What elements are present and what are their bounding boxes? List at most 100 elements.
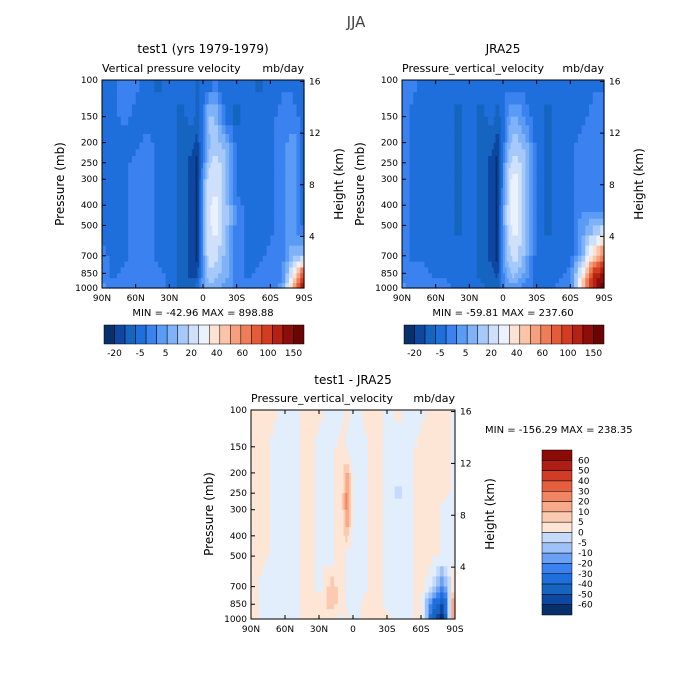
panel-obs-cell — [501, 267, 504, 274]
panel-model-cell — [259, 218, 264, 226]
panel-obs-cell — [446, 235, 452, 247]
panel-model-cell — [158, 173, 163, 180]
panel-model-cell — [225, 168, 230, 175]
panel-diff-cell — [281, 472, 286, 481]
panel-model-cell — [212, 168, 215, 175]
panel-diff-cell — [343, 472, 347, 481]
panel-obs-cell — [495, 162, 498, 169]
panel-obs-cell — [435, 218, 441, 226]
panel-diff-cell — [322, 509, 328, 520]
panel-diff-cell — [432, 422, 437, 436]
panel-obs-cell — [465, 255, 470, 263]
panel-obs-cell — [512, 225, 515, 237]
panel-obs-cell — [405, 104, 411, 118]
panel-obs-cell — [413, 196, 418, 206]
panel-obs-cell — [413, 173, 418, 180]
panel-diff-cell — [262, 609, 267, 615]
panel-obs-cell — [525, 104, 530, 118]
panel-model-cell — [120, 187, 126, 198]
panel-diff-cell — [402, 576, 407, 588]
panel-obs-cell — [521, 142, 527, 150]
panel-model-cell — [120, 225, 126, 237]
panel-obs-cell — [559, 173, 564, 180]
panel-diff-cell — [296, 604, 301, 610]
panel-model-cell — [109, 196, 114, 206]
panel-diff-cell — [269, 493, 275, 500]
panel-obs-cell — [435, 196, 441, 206]
panel-obs-cell — [458, 142, 463, 150]
panel-obs-cell — [566, 133, 571, 144]
panel-obs-cell — [493, 162, 497, 169]
panel-model-cell — [191, 211, 195, 220]
panel-model-cell — [270, 125, 275, 135]
panel-obs-cell — [512, 235, 515, 247]
panel-obs-cell — [508, 283, 512, 289]
panel-diff-cell — [383, 535, 388, 544]
panel-obs-cell — [592, 116, 598, 126]
panel-model-cell — [165, 142, 170, 150]
panel-obs-cell — [499, 187, 502, 198]
panel-diff-cell — [300, 527, 305, 537]
panel-diff-cell — [258, 604, 263, 610]
panel-model-cell — [143, 218, 148, 226]
panel-model-cell — [165, 156, 170, 164]
panel-model-cell — [214, 211, 219, 220]
panel-diff-cell — [360, 446, 364, 457]
panel-diff-cell — [296, 527, 301, 537]
panel-diff-cell — [353, 410, 356, 423]
panel-diff-cell — [371, 518, 377, 528]
panel-obs-cell — [450, 92, 455, 106]
panel-obs-cell — [480, 211, 485, 220]
panel-diff-cell — [383, 410, 388, 423]
panel-obs-cell — [504, 162, 508, 169]
panel-obs-cell — [495, 92, 498, 106]
panel-diff-cell — [354, 479, 358, 488]
panel-model-cell — [266, 205, 271, 213]
panel-obs-cell — [559, 225, 564, 237]
panel-obs-cell — [581, 235, 586, 247]
panel-model: test1 (yrs 1979-1979) Vertical pressure … — [53, 42, 346, 359]
panel-obs-cell — [514, 156, 519, 164]
panel-obs-cell — [555, 125, 560, 135]
panel-obs-cell — [521, 187, 527, 198]
panel-diff-cell — [413, 586, 418, 594]
panel-obs-cell — [592, 142, 598, 150]
panel-model-cell — [139, 187, 144, 198]
panel-obs-cell — [499, 125, 502, 135]
panel-model-cell — [197, 273, 200, 279]
panel-diff-cell — [251, 422, 256, 436]
panel-model-cell — [232, 205, 238, 213]
panel-diff-cell — [254, 566, 260, 578]
panel-obs-cell — [469, 179, 474, 189]
panel-diff-cell — [375, 422, 381, 436]
panel-obs-cell — [435, 283, 441, 289]
panel-model-cell — [221, 80, 227, 93]
panel-obs-cell — [499, 283, 502, 289]
panel-diff-cell — [387, 464, 392, 474]
panel-model-cell — [173, 225, 178, 237]
panel-obs-cell — [469, 273, 474, 279]
panel-diff-cell — [337, 614, 343, 620]
panel-diff-cell — [330, 518, 335, 528]
panel-obs-cell — [402, 133, 407, 144]
panel-diff-cell — [341, 614, 345, 620]
panel-model-cell — [188, 80, 193, 93]
panel-model-cell — [195, 142, 198, 150]
panel-obs-cell — [435, 156, 441, 164]
panel-obs-cell — [469, 267, 474, 274]
panel-obs-cell — [512, 162, 515, 169]
panel-model-cell — [296, 133, 301, 144]
panel-diff-cell — [375, 592, 381, 599]
panel-obs-cell — [458, 205, 463, 213]
panel-obs-cell — [592, 149, 598, 157]
panel-obs-cell — [529, 218, 534, 226]
panel-obs-cell — [559, 235, 564, 247]
panel-obs-cell — [559, 133, 564, 144]
panel-model-cell — [116, 187, 122, 198]
panel-obs-cell — [491, 104, 495, 118]
panel-model-cell — [150, 278, 155, 284]
panel-model-cell — [201, 225, 204, 237]
panel-diff-cell — [345, 609, 348, 615]
panel-obs-cell — [555, 156, 560, 164]
panel-obs-cell — [491, 267, 495, 274]
